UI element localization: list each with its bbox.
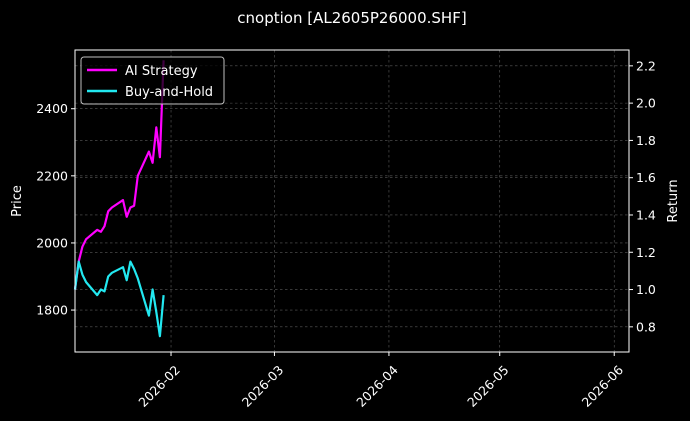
y-tick-label-left: 2200 (36, 168, 68, 183)
y-tick-label-left: 2000 (36, 235, 68, 250)
legend-label-buy-and-hold: Buy-and-Hold (125, 85, 213, 100)
legend: AI Strategy Buy-and-Hold (80, 56, 225, 105)
y-tick-label-right: 2.0 (636, 96, 656, 111)
legend-label-ai-strategy: AI Strategy (125, 64, 198, 79)
y-tick-label-right: 1.8 (636, 133, 656, 148)
y-tick-label-right: 1.4 (636, 207, 656, 222)
series-layer (73, 60, 165, 338)
y-tick-label-right: 1.0 (636, 282, 656, 297)
y-tick-label-right: 1.6 (636, 170, 656, 185)
left-axis-ticks: 1800 2000 2200 2400 (36, 101, 75, 318)
y-tick-label-left: 2400 (36, 101, 68, 116)
y-tick-label-right: 0.8 (636, 319, 656, 334)
series-line-buy-and-hold (73, 260, 165, 338)
y-tick-label-right: 2.2 (636, 58, 656, 73)
y-tick-label-left: 1800 (36, 303, 68, 318)
series-line-ai-strategy (73, 60, 165, 290)
plot-frame (74, 49, 630, 353)
right-axis-ticks: 0.8 1.0 1.2 1.4 1.6 1.8 2.0 2.2 (629, 58, 656, 334)
chart-title: cnoption [AL2605P26000.SHF] (237, 9, 466, 27)
y-axis-right-label: Return (666, 179, 681, 222)
y-tick-label-right: 1.2 (636, 245, 656, 260)
grid (75, 50, 629, 352)
y-axis-left-label: Price (10, 185, 25, 217)
